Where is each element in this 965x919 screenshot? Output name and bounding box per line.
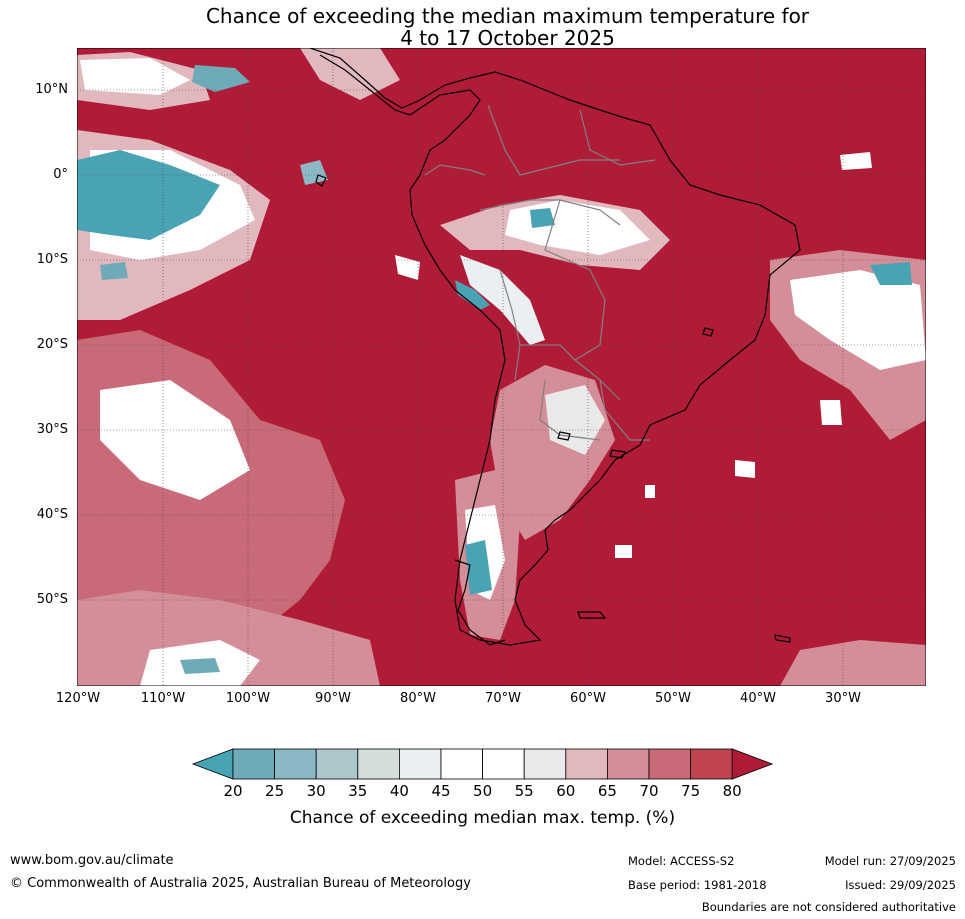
country-borders [424, 104, 656, 441]
colorbar-arrow-low [191, 748, 234, 780]
colorbar-tick-label: 55 [514, 782, 534, 800]
colorbar-tick-label: 25 [265, 782, 285, 800]
colorbar-tick-label: 65 [597, 782, 617, 800]
lon-label-100w: 100°W [225, 691, 271, 706]
lat-label-40s: 40°S [36, 507, 68, 522]
lon-label-110w: 110°W [140, 691, 186, 706]
lat-label-0: 0° [53, 167, 68, 182]
footer-copyright: © Commonwealth of Australia 2025, Austra… [10, 876, 471, 891]
colorbar-tick-label: 40 [389, 782, 409, 800]
colorbar-label: Chance of exceeding median max. temp. (%… [289, 808, 676, 828]
map-title: Chance of exceeding the median maximum t… [0, 5, 965, 49]
colorbar-cell [398, 748, 442, 780]
lon-label-30w: 30°W [825, 691, 861, 706]
colorbar-tick-label: 50 [473, 782, 493, 800]
footer-base-period: Base period: 1981-2018 [628, 878, 767, 892]
colorbar-cell [232, 748, 275, 780]
colorbar-cell [690, 748, 733, 780]
lat-label-30s: 30°S [36, 422, 68, 437]
colorbar-cell [523, 748, 567, 780]
lon-label-70w: 70°W [485, 691, 521, 706]
footer-model-run: Model run: 27/09/2025 [824, 854, 956, 868]
colorbar-tick-label: 35 [348, 782, 368, 800]
coastline [309, 48, 801, 646]
lat-label-20s: 20°S [36, 337, 68, 352]
colorbar-cells [191, 748, 774, 780]
title-line-2: 4 to 17 October 2025 [400, 26, 615, 50]
colorbar-cell [357, 748, 400, 780]
colorbar-tick-label: 75 [681, 782, 701, 800]
colorbar-cell [648, 748, 691, 780]
footer-disclaimer: Boundaries are not considered authoritat… [701, 900, 956, 914]
colorbar-arrow-high [731, 748, 774, 780]
lat-label-10s: 10°S [36, 252, 68, 267]
lat-label-50s: 50°S [36, 592, 68, 607]
colorbar-cell [606, 748, 650, 780]
lon-label-40w: 40°W [740, 691, 776, 706]
lat-label-10n: 10°N [35, 82, 68, 97]
lon-label-120w: 120°W [55, 691, 101, 706]
lon-label-50w: 50°W [655, 691, 691, 706]
colorbar-cell [315, 748, 359, 780]
colorbar-tick-label: 45 [431, 782, 451, 800]
colorbar [191, 748, 774, 780]
colorbar-tick-label: 60 [556, 782, 576, 800]
footer-website[interactable]: www.bom.gov.au/climate [10, 853, 174, 868]
footer-issued: Issued: 29/09/2025 [845, 878, 956, 892]
colorbar-cell [565, 748, 608, 780]
footer-model: Model: ACCESS-S2 [628, 854, 735, 868]
colorbar-cell [440, 748, 483, 780]
colorbar-cell [482, 748, 525, 780]
colorbar-tick-label: 80 [722, 782, 742, 800]
lon-label-90w: 90°W [315, 691, 351, 706]
colorbar-tick-label: 30 [306, 782, 326, 800]
title-line-1: Chance of exceeding the median maximum t… [205, 4, 810, 28]
lon-label-60w: 60°W [570, 691, 606, 706]
colorbar-cell [274, 748, 317, 780]
forecast-map [77, 48, 926, 686]
colorbar-tick-label: 20 [223, 782, 243, 800]
colorbar-tick-label: 70 [639, 782, 659, 800]
low-chance-areas [77, 65, 912, 674]
lon-label-80w: 80°W [400, 691, 436, 706]
map-canvas [77, 48, 926, 686]
